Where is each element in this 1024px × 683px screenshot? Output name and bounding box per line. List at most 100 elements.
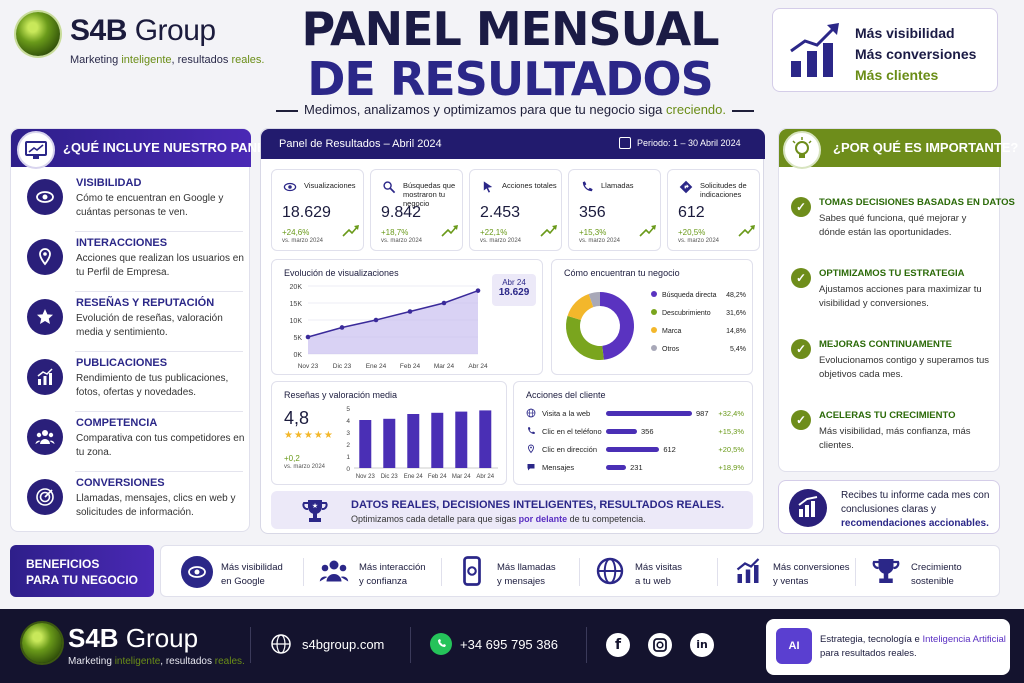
reviews-bar-chart: 5 4 3 2 1 0 Nov 23 Dic 23 Ene 24 Feb 24 Mar 24 Abr … — [346, 406, 498, 480]
benefits-header: BENEFICIOS PARA TU NEGOCIO — [10, 545, 154, 597]
monthly-report-text: Recibes tu informe cada mes con conclusi… — [841, 490, 990, 529]
action-label: Clic en el teléfono — [542, 427, 602, 436]
kpi-value: 612 — [678, 204, 705, 221]
globe-icon — [595, 556, 627, 588]
views-point — [407, 309, 413, 314]
action-row: Visita a la web 987 +32,4% — [514, 406, 754, 422]
review-bar — [431, 412, 444, 468]
include-item-desc: Rendimiento de tus publicaciones, fotos,… — [76, 373, 229, 398]
legend-value: 48,2% — [726, 292, 746, 299]
kpi-change: +18,7% — [381, 228, 409, 237]
kpi-change: +15,3% — [579, 228, 607, 237]
views-area — [308, 290, 478, 354]
legend-value: 31,6% — [726, 310, 746, 317]
y-tick-label: 0K — [293, 352, 302, 359]
rating-vs: vs. marzo 2024 — [284, 464, 326, 470]
svg-text:★: ★ — [312, 502, 318, 510]
bar-chart-icon — [27, 359, 63, 395]
importance-item: ✓ MEJORAS CONTINUAMENTE Evolucionamos cont… — [779, 339, 1001, 409]
include-item: INTERACCIONES Acciones que realizan los u… — [11, 233, 251, 293]
views-line-chart: 20K 15K 10K 5K 0K Nov 23 Dic 23 Ene 24 Feb 24 Mar… — [290, 284, 488, 370]
y-tick-label: 3 — [346, 430, 350, 437]
kpi-comparison: vs. marzo 2024 — [381, 238, 423, 244]
promo-line-1: Más visibilidad — [855, 25, 955, 41]
divider — [75, 291, 243, 292]
action-change: +32,4% — [718, 409, 744, 418]
benefit-label: Más visibilidad en Google — [221, 561, 283, 589]
benefit-line-2: sostenible — [911, 576, 954, 587]
benefit-label: Más conversiones y ventas — [773, 561, 850, 589]
kpi-change: +22,1% — [480, 228, 508, 237]
footer-website-link[interactable]: s4bgroup.com — [302, 637, 385, 652]
page-title: PANEL MENSUAL DE RESULTADOS — [301, 2, 719, 106]
facebook-icon[interactable]: f — [606, 633, 630, 657]
x-tick-label: Ene 24 — [366, 363, 387, 370]
kpi-change: +20,5% — [678, 228, 706, 237]
views-chart-card: Evolución de visualizaciones 20K 15K 10K 5K… — [271, 259, 543, 375]
kpi-comparison: vs. marzo 2024 — [678, 238, 720, 244]
whatsapp-icon[interactable] — [430, 633, 452, 655]
views-callout-value: 18.629 — [498, 287, 530, 298]
y-tick-label: 10K — [290, 318, 303, 325]
promo-line-3: Más clientes — [855, 67, 939, 83]
footer-phone-link[interactable]: +34 695 795 386 — [460, 637, 558, 652]
rating-stars: ★★★★★ — [284, 430, 334, 441]
monitor-chart-icon — [17, 131, 55, 169]
views-point — [475, 288, 481, 293]
kpi-label: Acciones totales — [502, 181, 557, 190]
action-label: Mensajes — [542, 463, 575, 472]
eye-icon — [283, 182, 297, 192]
check-icon: ✓ — [791, 339, 811, 359]
action-bar — [606, 465, 627, 470]
instagram-icon[interactable] — [648, 633, 672, 657]
include-item: PUBLICACIONES Rendimiento de tus publicac… — [11, 353, 251, 413]
eye-icon — [27, 179, 63, 215]
rating-value: 4,8 — [284, 408, 310, 428]
action-change: +20,5% — [718, 445, 744, 454]
action-value: 987 — [696, 409, 709, 418]
benefit-label: Más llamadas y mensajes — [497, 561, 556, 589]
benefit-line-1: Más llamadas — [497, 562, 556, 573]
benefit-item: Más visibilidad en Google — [173, 546, 311, 598]
divider — [303, 558, 304, 586]
include-item-title: RESEÑAS Y REPUTACIÓN — [76, 297, 215, 309]
legend-label: Descubrimiento — [662, 310, 711, 317]
panel-includes-title: ¿QUÉ INCLUYE NUESTRO PANEL? — [63, 140, 282, 155]
kpi-label: Llamadas — [601, 181, 634, 190]
kpi-comparison: vs. marzo 2024 — [480, 238, 522, 244]
include-item: CONVERSIONES Llamadas, mensajes, clics en… — [11, 473, 251, 533]
x-tick-label: Mar 24 — [452, 474, 471, 480]
y-tick-label: 15K — [290, 301, 303, 308]
views-point — [339, 325, 345, 330]
traffic-sources-card: Cómo encuentran tu negocio Búsqueda dire… — [551, 259, 753, 375]
legend-swatch — [651, 327, 657, 333]
footer-tagline: Marketing inteligente, resultados reales… — [68, 656, 245, 667]
action-bar — [606, 429, 638, 434]
panel-importance-header: ¿POR QUÉ ES IMPORTANTE? — [779, 129, 1018, 169]
action-bar — [606, 411, 692, 416]
panel-includes-header: ¿QUÉ INCLUYE NUESTRO PANEL? — [11, 129, 282, 169]
results-panel: Panel de Resultados – Abril 2024 Periodo… — [260, 128, 765, 534]
benefit-item: Más llamadas y mensajes — [449, 546, 587, 598]
legend-value: 5,4% — [730, 346, 746, 353]
views-callout: Abr 24 18.629 — [492, 274, 536, 306]
banner-title: DATOS REALES, DECISIONES INTELIGENTES, R… — [351, 499, 725, 511]
legend-label: Marca — [662, 328, 682, 335]
x-tick-label: Nov 23 — [298, 363, 319, 370]
y-tick-label: 5K — [293, 335, 302, 342]
legend-label: Otros — [662, 346, 680, 353]
action-label: Visita a la web — [542, 409, 591, 418]
linkedin-icon[interactable]: in — [690, 633, 714, 657]
benefit-line-1: Más interacción — [359, 562, 426, 573]
people-icon — [319, 556, 351, 588]
x-tick-label: Ene 24 — [404, 474, 424, 480]
donut-slice — [588, 292, 600, 308]
traffic-sources-title: Cómo encuentran tu negocio — [564, 268, 680, 278]
views-callout-label: Abr 24 — [502, 278, 526, 287]
footer-divider — [250, 627, 251, 663]
include-item-desc: Evolución de reseñas, valoración media y… — [76, 313, 223, 338]
trend-up-icon — [441, 225, 458, 237]
x-tick-label: Abr 24 — [476, 474, 494, 480]
promo-line-2: Más conversiones — [855, 46, 977, 62]
importance-item: ✓ OPTIMIZAMOS TU ESTRATEGIA Ajustamos acci… — [779, 268, 1001, 338]
